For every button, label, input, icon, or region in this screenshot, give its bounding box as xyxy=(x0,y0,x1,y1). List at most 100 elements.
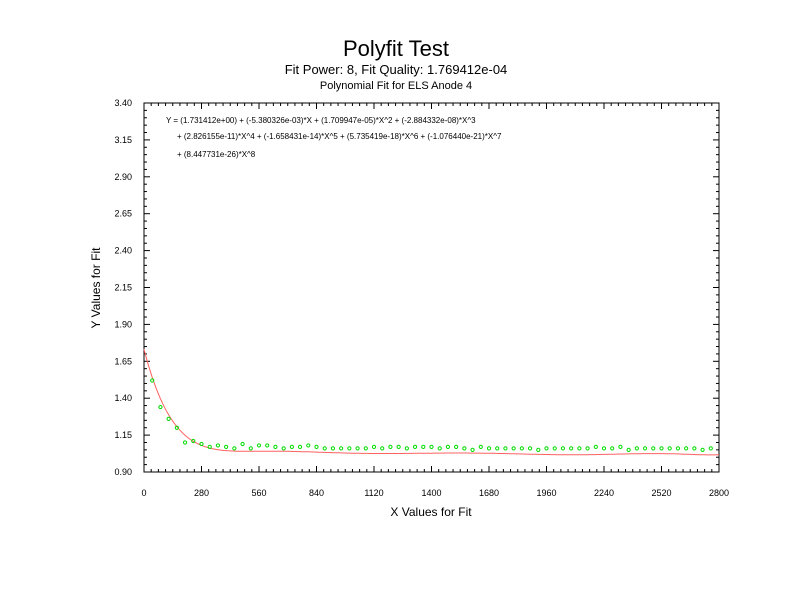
data-point xyxy=(486,446,492,451)
data-point xyxy=(166,416,171,421)
data-point xyxy=(232,446,237,451)
data-point xyxy=(675,446,681,451)
x-tick-label: 1960 xyxy=(536,488,556,498)
x-tick-label: 1120 xyxy=(364,488,383,498)
data-point xyxy=(577,446,582,451)
y-tick-label: 2.65 xyxy=(114,209,132,219)
data-point xyxy=(618,444,623,450)
data-point xyxy=(174,425,179,430)
data-point xyxy=(404,446,409,451)
data-point xyxy=(421,444,426,450)
data-point xyxy=(454,444,459,450)
data-point xyxy=(330,446,336,451)
fit-equation: Y = (1.731412e+00) + (-5.380326e-03)*X +… xyxy=(166,116,502,159)
data-point xyxy=(544,446,549,451)
y-axis-label: Y Values for Fit xyxy=(89,247,103,329)
data-point xyxy=(527,446,533,451)
axes: 0 280 560 840 1120 1400 1680 1960 2240 2520 2800 0.… xyxy=(114,98,729,498)
y-tick-label: 0.90 xyxy=(114,467,132,477)
data-point xyxy=(503,446,508,451)
data-point xyxy=(240,441,245,447)
data-point xyxy=(371,444,377,450)
y-tick-label: 2.90 xyxy=(114,172,132,182)
y-tick-label: 2.15 xyxy=(114,283,132,293)
data-point xyxy=(642,446,648,451)
x-tick-label: 840 xyxy=(309,488,324,498)
equation-line-1: Y = (1.731412e+00) + (-5.380326e-03)*X +… xyxy=(166,116,476,125)
x-tick-label: 280 xyxy=(194,488,209,498)
equation-line-2: + (2.826155e-11)*X^4 + (-1.658431e-14)*X… xyxy=(177,132,502,141)
data-point xyxy=(289,444,294,450)
x-tick-label: 560 xyxy=(251,488,266,498)
y-tick-label: 1.15 xyxy=(114,430,132,440)
data-point xyxy=(560,446,566,451)
x-tick-label: 0 xyxy=(141,488,146,498)
data-point xyxy=(585,446,590,451)
data-point xyxy=(207,444,212,450)
data-point xyxy=(536,447,541,452)
x-tick-label: 1400 xyxy=(421,488,441,498)
data-point xyxy=(593,444,598,450)
x-tick-label: 2800 xyxy=(709,488,729,498)
data-point xyxy=(322,446,327,451)
data-point xyxy=(191,438,196,444)
data-point xyxy=(626,447,631,452)
x-tick-label: 1680 xyxy=(479,488,499,498)
data-point xyxy=(363,446,368,451)
data-point xyxy=(306,443,311,448)
y-tick-label: 1.65 xyxy=(114,356,132,366)
data-point xyxy=(150,378,155,383)
data-point xyxy=(478,444,483,450)
data-point xyxy=(651,446,656,451)
data-point xyxy=(429,444,434,450)
x-tick-label: 2520 xyxy=(651,488,671,498)
data-point xyxy=(684,446,689,451)
data-point xyxy=(692,446,697,451)
data-point xyxy=(380,446,385,451)
data-point xyxy=(437,446,442,451)
data-point xyxy=(462,446,467,451)
data-points xyxy=(150,378,713,452)
data-point xyxy=(273,444,278,450)
data-point xyxy=(667,446,672,451)
y-tick-label: 3.40 xyxy=(114,98,132,108)
data-point xyxy=(297,444,303,450)
equation-line-3: + (8.447731e-26)*X^8 xyxy=(177,150,256,159)
data-point xyxy=(355,446,360,451)
x-tick-label: 2240 xyxy=(594,488,614,498)
data-point xyxy=(519,446,524,451)
data-point xyxy=(708,446,713,451)
data-point xyxy=(552,446,557,451)
data-point xyxy=(495,446,500,451)
y-tick-label: 3.15 xyxy=(114,135,132,145)
data-point xyxy=(339,446,344,451)
data-point xyxy=(601,446,607,451)
fit-curve xyxy=(143,349,720,456)
data-point xyxy=(215,443,221,448)
x-axis-label: X Values for Fit xyxy=(390,505,472,519)
data-point xyxy=(659,446,664,451)
data-point xyxy=(396,444,401,450)
data-point xyxy=(281,446,286,451)
data-point xyxy=(248,446,253,451)
chart-subtitle: Fit Power: 8, Fit Quality: 1.769412e-04 xyxy=(284,62,508,77)
data-point xyxy=(634,446,639,451)
data-point xyxy=(199,441,204,447)
data-point xyxy=(388,444,393,450)
chart-title: Polyfit Test xyxy=(343,36,449,61)
data-point xyxy=(412,444,418,450)
data-point xyxy=(610,446,615,451)
chart-subtitle-2: Polynomial Fit for ELS Anode 4 xyxy=(319,80,473,92)
data-point xyxy=(265,443,270,448)
data-point xyxy=(700,447,705,452)
data-point xyxy=(314,444,319,450)
data-point xyxy=(470,447,475,452)
data-point xyxy=(182,440,188,445)
y-tick-label: 1.40 xyxy=(114,393,132,403)
data-point xyxy=(347,446,352,451)
y-tick-label: 2.40 xyxy=(114,246,132,256)
data-point xyxy=(158,404,163,410)
data-point xyxy=(511,446,516,451)
data-point xyxy=(224,444,229,450)
